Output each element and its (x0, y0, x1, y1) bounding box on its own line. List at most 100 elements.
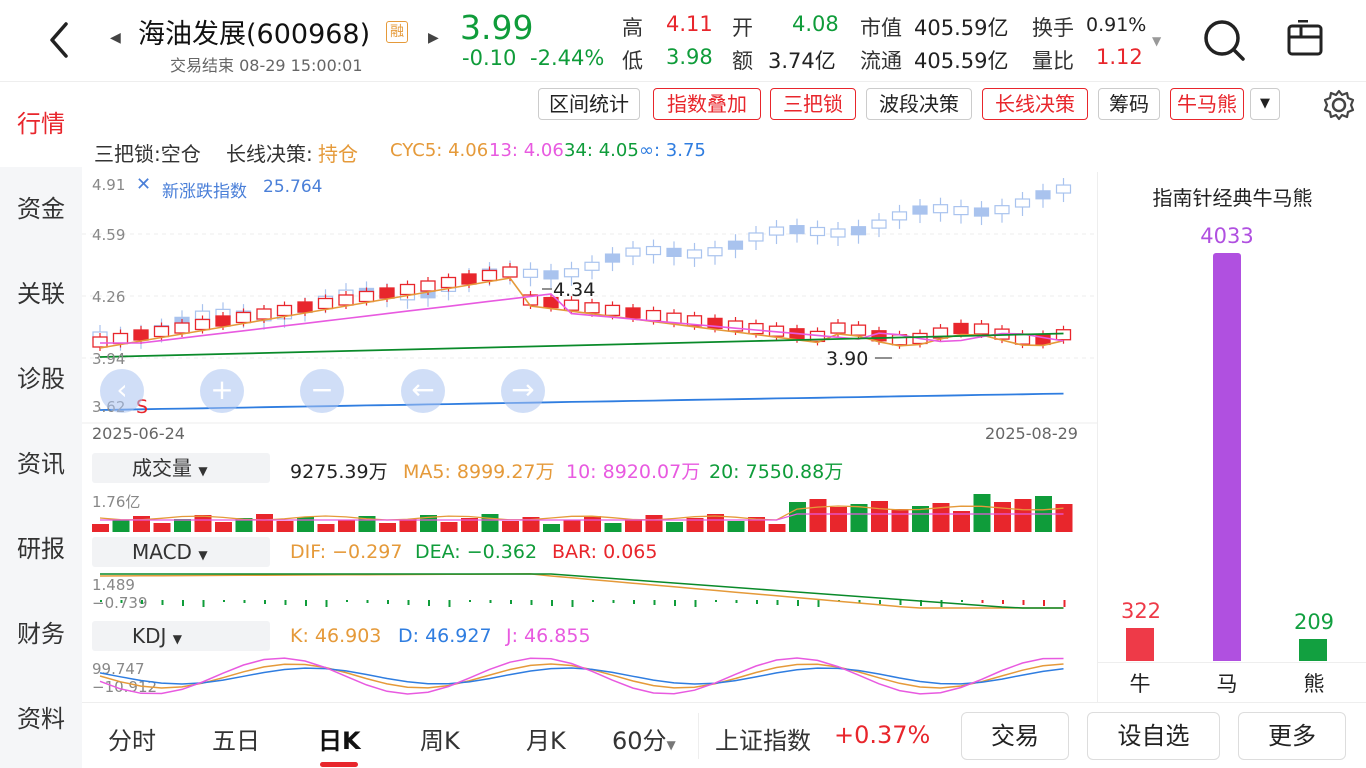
chips-button[interactable]: 筹码 (1098, 88, 1160, 120)
sidebar-item-finance[interactable]: 财务 (17, 620, 65, 648)
horse-value: 4033 (1200, 224, 1254, 248)
bear-label: 熊 (1303, 672, 1325, 696)
band-decision-button[interactable]: 波段决策 (866, 88, 972, 120)
overlay-candle (809, 226, 826, 237)
price-candle (502, 266, 518, 278)
macd-bar (797, 600, 799, 606)
high-label: 高 (622, 16, 643, 40)
bear-bar (1299, 639, 1327, 661)
bottom-bar: 分时 五日 日K 周K 月K 60分▼ 上证指数 +0.37% 交易 设自选 更… (82, 702, 1366, 768)
index-overlay-button[interactable]: 指数叠加 (653, 88, 761, 120)
macd-dif: DIF: −0.297 (290, 541, 403, 563)
price-candle (686, 315, 703, 327)
zoom-out-icon[interactable]: − (300, 369, 344, 413)
tab-weekly-k[interactable]: 周K (420, 727, 460, 755)
tab-five-day[interactable]: 五日 (212, 727, 260, 755)
sidebar-item-profile[interactable]: 资料 (17, 705, 65, 733)
price-candle (748, 322, 764, 335)
macd-bar (1022, 600, 1025, 605)
low-value: 3.98 (666, 45, 713, 69)
search-icon[interactable] (1202, 18, 1246, 66)
volume-indicator-select[interactable]: 成交量 ▼ (92, 453, 270, 483)
macd-bar (776, 600, 779, 605)
stock-name: 海油发展(600968) (138, 19, 371, 50)
price-candle (727, 320, 744, 332)
turnover-value: 0.91% (1086, 14, 1147, 36)
move-right-icon[interactable]: → (501, 369, 545, 413)
overlay-candle (727, 240, 744, 250)
macd-bar (612, 600, 615, 603)
y-label-4: 3.94 (92, 350, 126, 368)
volume-bar (830, 507, 847, 532)
cyc13-line (100, 293, 1064, 344)
volume-y-label: 1.76亿 (92, 493, 141, 511)
sidebar-item-funds[interactable]: 资金 (17, 195, 65, 223)
more-tools-dropdown[interactable]: ▼ (1250, 88, 1280, 120)
long-decision-button[interactable]: 长线决策 (982, 88, 1088, 120)
macd-bar (940, 600, 943, 607)
volume-bar (215, 522, 232, 532)
macd-bar (1063, 600, 1066, 607)
expand-icon[interactable]: ▼ (1152, 34, 1162, 48)
price-candle (563, 299, 580, 311)
overlay-candle (973, 207, 990, 217)
sidebar-item-related[interactable]: 关联 (17, 280, 65, 308)
sidebar-item-research[interactable]: 研报 (17, 535, 65, 563)
price-candle (112, 332, 129, 345)
tab-monthly-k[interactable]: 月K (526, 727, 566, 755)
macd-bar (366, 600, 369, 603)
macd-indicator-select[interactable]: MACD ▼ (92, 537, 270, 567)
tab-intraday[interactable]: 分时 (108, 727, 156, 755)
price-candle (276, 304, 293, 317)
volume-bar (994, 502, 1011, 532)
price-change: -0.10 (462, 46, 517, 70)
scroll-left-icon[interactable]: ‹ (100, 369, 144, 413)
kdj-j: J: 46.855 (506, 625, 591, 647)
next-stock-icon[interactable]: ▶ (428, 30, 439, 46)
bull-bar (1126, 628, 1154, 661)
volume-bar (891, 509, 909, 532)
back-icon[interactable] (40, 18, 80, 62)
trade-button[interactable]: 交易 (961, 712, 1069, 760)
macd-bar (756, 600, 758, 604)
y-label-3: 4.26 (92, 288, 126, 306)
low-annotation: 3.90 (826, 348, 869, 370)
sidebar-item-news[interactable]: 资讯 (17, 450, 65, 478)
close-overlay-icon[interactable]: ✕ (136, 174, 152, 195)
overlay-candle (584, 261, 600, 271)
three-locks-button[interactable]: 三把锁 (770, 88, 856, 120)
tab-60min[interactable]: 60分▼ (612, 721, 676, 756)
volume-bar (1014, 499, 1032, 532)
sidebar-item-diagnose[interactable]: 诊股 (17, 365, 65, 393)
overlay-candle (1035, 190, 1051, 200)
overlay-candle (522, 268, 539, 278)
range-stats-button[interactable]: 区间统计 (538, 88, 640, 120)
settings-icon[interactable] (1322, 88, 1356, 126)
bull-horse-bear-button[interactable]: 牛马熊 (1170, 88, 1244, 120)
add-watchlist-button[interactable]: 设自选 (1087, 712, 1220, 760)
open-label: 开 (732, 16, 753, 40)
index-name[interactable]: 上证指数 (715, 727, 811, 755)
more-button[interactable]: 更多 (1238, 712, 1346, 760)
mktcap-label: 市值 (860, 16, 902, 40)
macd-bar (981, 600, 984, 603)
kline-chart[interactable] (82, 172, 1097, 424)
macd-bar (653, 600, 656, 605)
volume-bar (850, 504, 868, 532)
window-icon[interactable] (1286, 19, 1324, 62)
kdj-indicator-select[interactable]: KDJ ▼ (92, 621, 270, 651)
overlay-index-value: 25.764 (263, 177, 323, 197)
chevron-down-icon: ▼ (172, 632, 183, 646)
trade-status: 交易结束 08-29 15:00:01 (170, 56, 363, 75)
macd-bar (920, 600, 922, 606)
price-candle (932, 327, 949, 339)
sidebar-item-market[interactable]: 行情 (0, 82, 82, 167)
overlay-candle (850, 226, 867, 236)
move-left-icon[interactable]: ← (401, 369, 445, 413)
zoom-in-icon[interactable]: + (200, 369, 244, 413)
tab-daily-k[interactable]: 日K (318, 727, 361, 755)
prev-stock-icon[interactable]: ◀ (110, 30, 121, 46)
price-candle (256, 308, 272, 320)
cyc34-value: 34: 4.05 (564, 140, 639, 161)
price-candle (973, 323, 990, 335)
